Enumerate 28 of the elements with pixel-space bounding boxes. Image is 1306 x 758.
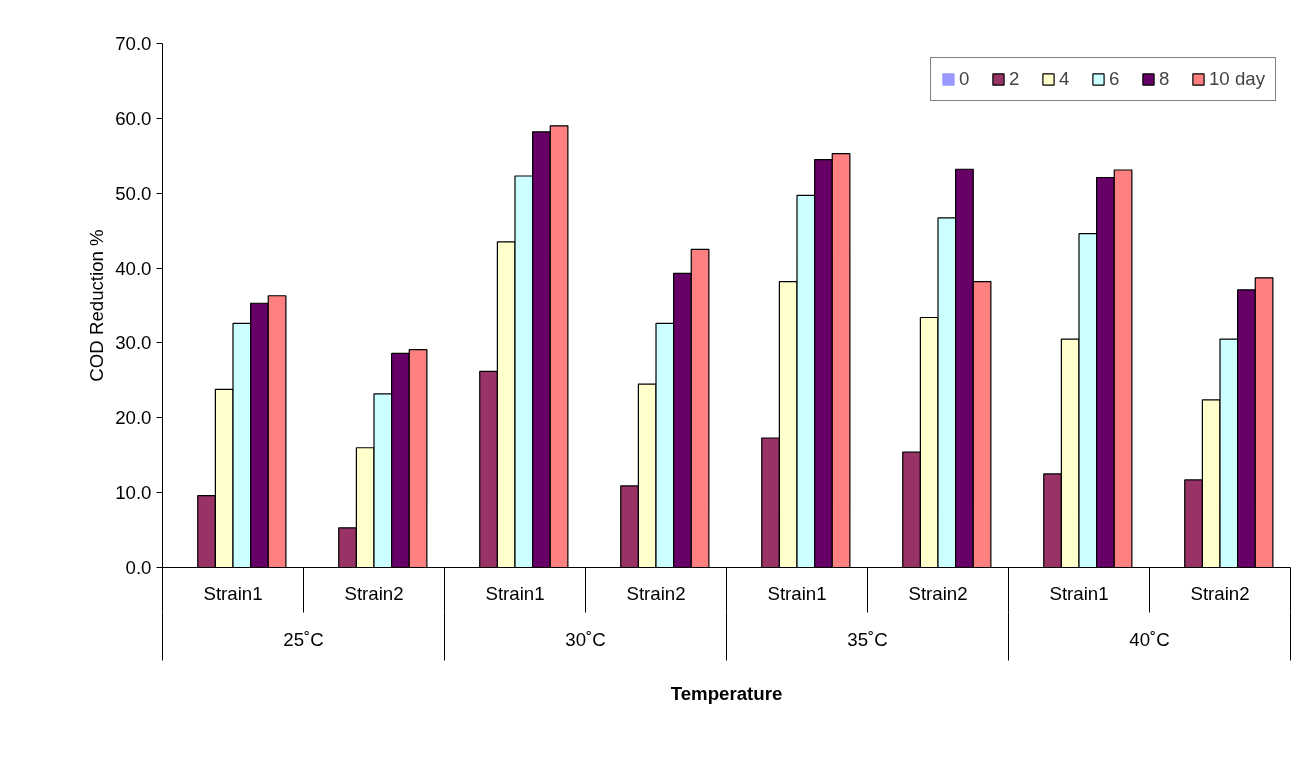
y-tick-label: 60.0 [115,107,152,129]
y-tick-label: 20.0 [115,407,152,429]
y-axis-title: COD Reduction % [86,229,108,382]
x-tick-label: Strain1 [767,582,827,604]
y-tick-label: 50.0 [115,182,152,204]
legend-label: 4 [1058,68,1071,90]
y-tick-label: 30.0 [115,332,152,354]
x-tick-label: Strain2 [908,582,968,604]
x-tick-label: Strain2 [626,582,686,604]
x-tick-label: Strain2 [1190,582,1250,604]
y-tick-label: 40.0 [115,257,152,279]
x-tick-label: Strain2 [344,582,404,604]
legend-label: 10 day [1208,68,1265,90]
text: 35˚C [847,628,888,650]
text: 40˚C [1129,628,1170,650]
x-axis-title: Temperature [670,682,783,704]
y-tick-label: 10.0 [115,482,152,504]
legend-label: 6 [1108,68,1121,90]
x-tick-label: Strain1 [1049,582,1109,604]
x-tick-label: Strain1 [485,582,545,604]
y-tick-label: 70.0 [115,33,152,54]
x-tick-label: Strain1 [203,582,263,604]
text: 25˚C [283,628,324,650]
legend-label: 0 [958,68,971,90]
legend-label: 8 [1158,68,1171,90]
legend-label: 2 [1008,68,1021,90]
y-tick-label: 0.0 [125,557,152,578]
text: 30˚C [565,628,606,650]
